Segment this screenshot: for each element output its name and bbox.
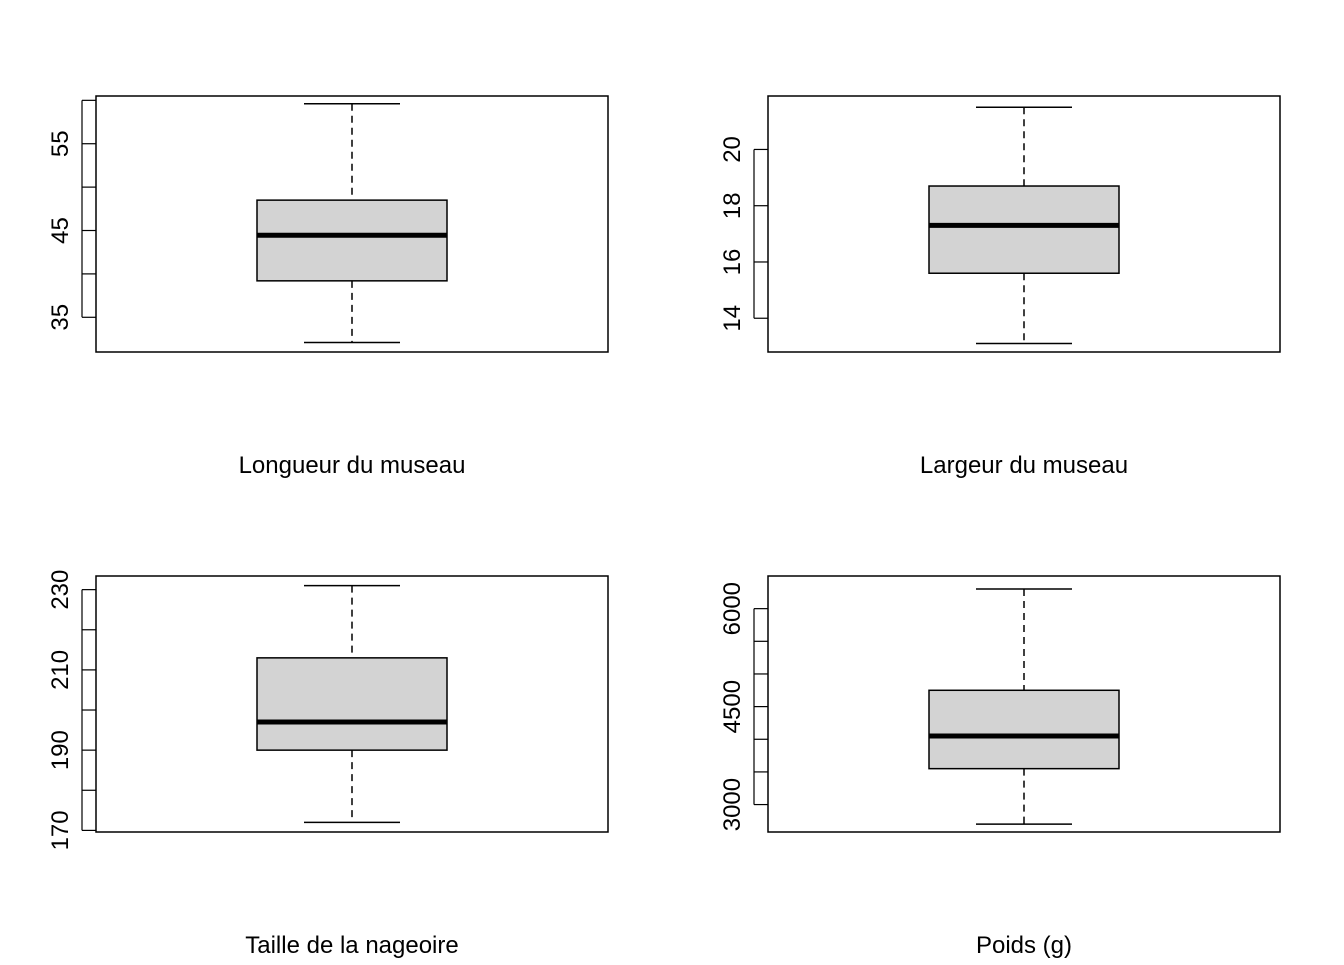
x-axis-label: Longueur du museau <box>239 452 466 479</box>
x-axis-label: Taille de la nageoire <box>245 932 458 959</box>
panel-4: 3000 4500 6000 Poids (g) <box>719 575 1281 959</box>
panel-1: 35 45 55 Longueur du museau <box>47 95 609 479</box>
y-tick-label: 190 <box>47 730 74 770</box>
plot-frame <box>95 575 609 833</box>
y-tick-label: 55 <box>47 130 74 157</box>
iqr-box <box>256 199 448 282</box>
plot-frame <box>767 95 1281 353</box>
x-axis-label: Poids (g) <box>976 932 1072 959</box>
y-tick-label: 3000 <box>719 778 746 831</box>
y-tick-label: 35 <box>47 304 74 331</box>
iqr-box <box>256 657 448 751</box>
y-tick-label: 16 <box>719 249 746 276</box>
y-tick-label: 18 <box>719 192 746 219</box>
panel-3: 170 190 210 230 Taille de la nageoire <box>47 570 609 959</box>
y-tick-label: 210 <box>47 650 74 690</box>
plot-frame <box>767 575 1281 833</box>
y-tick-label: 4500 <box>719 680 746 733</box>
y-tick-label: 170 <box>47 810 74 850</box>
x-axis-label: Largeur du museau <box>920 452 1128 479</box>
iqr-box <box>928 185 1120 274</box>
y-tick-label: 14 <box>719 305 746 332</box>
iqr-box <box>928 689 1120 770</box>
y-tick-label: 20 <box>719 136 746 163</box>
y-tick-label: 230 <box>47 570 74 610</box>
y-tick-label: 45 <box>47 217 74 244</box>
plot-frame <box>95 95 609 353</box>
y-tick-label: 6000 <box>719 582 746 635</box>
panel-2: 14 16 18 20 Largeur du museau <box>719 95 1281 479</box>
